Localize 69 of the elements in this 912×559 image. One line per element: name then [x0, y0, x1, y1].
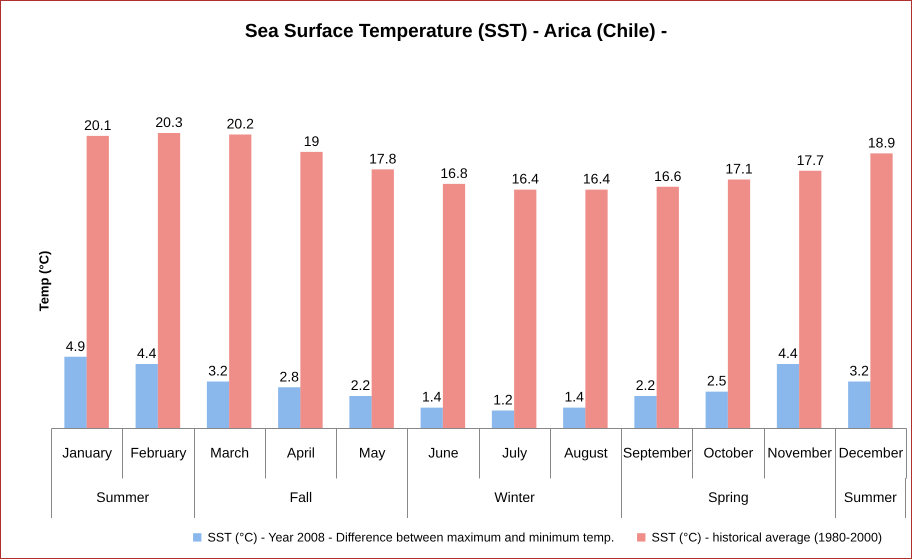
text: Fall: [194, 478, 408, 518]
bar: [563, 408, 586, 428]
bar: [64, 356, 87, 428]
bar: [278, 387, 300, 428]
bar: [420, 408, 443, 428]
x-tick-label: October: [703, 444, 754, 460]
bar: [585, 190, 608, 428]
text: Summer: [834, 478, 906, 518]
data-label: 17.8: [369, 150, 397, 166]
data-label: 2.5: [707, 372, 727, 389]
bar: [300, 152, 323, 428]
data-label: 16.6: [654, 168, 682, 184]
x-tick-label: June: [428, 444, 459, 460]
bar: [86, 136, 109, 428]
x-tick-label: July: [502, 444, 528, 460]
bar: [158, 133, 180, 428]
bar: [442, 184, 466, 428]
data-label: 4.4: [778, 345, 798, 362]
data-label: 1.4: [422, 388, 442, 405]
bar: [229, 134, 252, 428]
text: Winter: [407, 478, 621, 518]
data-label: 17.7: [796, 152, 824, 168]
text: Spring: [621, 478, 835, 518]
bar: [492, 410, 514, 428]
data-label: 3.2: [850, 362, 870, 378]
bar: [799, 170, 822, 428]
bar: [206, 382, 230, 428]
x-tick-label: January: [62, 444, 112, 460]
x-tick-label: December: [838, 444, 904, 460]
bar: [870, 153, 893, 428]
bar: [634, 396, 657, 428]
bar: [728, 180, 750, 428]
data-label: 20.1: [84, 116, 112, 133]
data-label: 2.8: [280, 368, 300, 384]
x-tick-label: May: [358, 444, 386, 460]
data-label: 16.8: [440, 164, 468, 181]
bar: [349, 396, 372, 428]
data-label: 16.4: [582, 170, 610, 187]
bar: [136, 364, 158, 428]
x-tick-label: September: [622, 444, 692, 460]
legend-label: SST (°C) - historical average (1980-2000): [652, 530, 882, 544]
x-tick-label: November: [767, 444, 832, 460]
text: Summer: [51, 478, 194, 518]
data-label: 20.2: [226, 115, 254, 132]
data-label: 16.4: [512, 170, 540, 187]
y-axis-title: Temp (°C): [36, 250, 52, 312]
bar: [372, 169, 394, 428]
data-label: 18.9: [868, 134, 896, 150]
bar: [656, 186, 679, 428]
x-tick-label: August: [564, 444, 608, 460]
data-label: 3.2: [208, 362, 228, 378]
chart-title: Sea Surface Temperature (SST) - Arica (Chile) -: [244, 21, 668, 43]
bar: [706, 392, 728, 428]
data-label: 2.2: [636, 377, 656, 394]
bar: [776, 364, 800, 428]
x-tick-label: April: [286, 444, 315, 460]
data-label: 17.1: [725, 160, 753, 176]
data-label: 1.4: [564, 388, 584, 405]
x-tick-label: March: [210, 444, 250, 460]
data-label: 2.2: [350, 377, 370, 394]
legend-label: SST (°C) - Year 2008 - Difference between maximum and minimum temp.: [208, 530, 614, 544]
data-label: 19: [304, 132, 320, 149]
data-label: 4.4: [137, 345, 157, 362]
data-label: 1.2: [493, 392, 513, 408]
bar: [514, 190, 536, 428]
x-tick-label: February: [130, 444, 186, 460]
data-label: 4.9: [66, 338, 86, 354]
bar: [848, 382, 870, 428]
data-label: 20.3: [155, 114, 183, 130]
